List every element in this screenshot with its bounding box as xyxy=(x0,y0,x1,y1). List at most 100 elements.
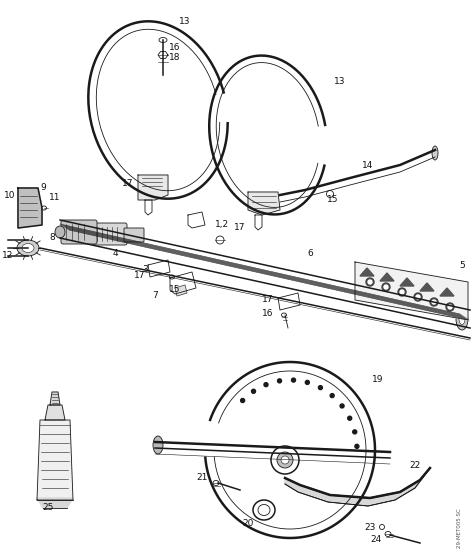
Text: 8: 8 xyxy=(49,233,55,243)
Ellipse shape xyxy=(416,295,420,299)
Text: 13: 13 xyxy=(334,78,346,86)
Ellipse shape xyxy=(213,480,219,485)
Polygon shape xyxy=(278,293,300,310)
Ellipse shape xyxy=(305,381,310,384)
Polygon shape xyxy=(285,468,430,506)
Text: 20: 20 xyxy=(242,519,254,527)
Text: 17: 17 xyxy=(262,295,274,305)
Ellipse shape xyxy=(366,278,374,286)
Polygon shape xyxy=(148,260,170,277)
Ellipse shape xyxy=(277,452,293,468)
Text: 15: 15 xyxy=(327,196,339,204)
Polygon shape xyxy=(355,262,468,320)
Ellipse shape xyxy=(432,146,438,160)
Text: 19: 19 xyxy=(372,376,384,384)
Ellipse shape xyxy=(253,500,275,520)
Text: 5: 5 xyxy=(459,260,465,269)
Text: 17: 17 xyxy=(234,223,246,232)
Ellipse shape xyxy=(319,386,322,389)
Ellipse shape xyxy=(292,378,295,382)
Ellipse shape xyxy=(459,314,465,325)
Text: 6: 6 xyxy=(307,249,313,258)
Polygon shape xyxy=(37,498,73,508)
Polygon shape xyxy=(420,283,434,291)
Ellipse shape xyxy=(446,303,454,311)
Text: 13: 13 xyxy=(179,18,191,27)
Text: 9: 9 xyxy=(40,183,46,192)
Polygon shape xyxy=(170,272,196,294)
Ellipse shape xyxy=(340,404,344,408)
Text: 4: 4 xyxy=(112,249,118,258)
Ellipse shape xyxy=(17,240,39,256)
Text: 3: 3 xyxy=(142,265,148,274)
Ellipse shape xyxy=(42,206,46,210)
Ellipse shape xyxy=(382,283,390,291)
Ellipse shape xyxy=(271,446,299,474)
Text: 12: 12 xyxy=(2,250,14,259)
Text: 23: 23 xyxy=(365,522,376,531)
Ellipse shape xyxy=(430,298,438,306)
Ellipse shape xyxy=(348,416,352,420)
FancyBboxPatch shape xyxy=(124,228,144,242)
Ellipse shape xyxy=(216,236,224,244)
Polygon shape xyxy=(45,405,65,420)
Ellipse shape xyxy=(368,280,372,284)
Text: 1,2: 1,2 xyxy=(215,220,229,229)
Polygon shape xyxy=(380,273,394,281)
Ellipse shape xyxy=(258,505,270,516)
Ellipse shape xyxy=(385,531,391,536)
Polygon shape xyxy=(188,212,205,228)
Polygon shape xyxy=(50,392,60,405)
Ellipse shape xyxy=(398,288,406,296)
Polygon shape xyxy=(360,268,374,276)
Ellipse shape xyxy=(170,275,174,279)
Ellipse shape xyxy=(327,191,334,197)
Polygon shape xyxy=(400,278,414,286)
Ellipse shape xyxy=(241,398,245,403)
Text: 25: 25 xyxy=(42,504,54,512)
Ellipse shape xyxy=(330,393,334,398)
Ellipse shape xyxy=(55,226,65,238)
Polygon shape xyxy=(138,175,168,200)
Polygon shape xyxy=(440,288,454,296)
Ellipse shape xyxy=(282,313,286,317)
Text: 18: 18 xyxy=(169,54,181,63)
Ellipse shape xyxy=(355,444,359,448)
Ellipse shape xyxy=(22,244,34,253)
Text: 21: 21 xyxy=(196,473,208,481)
Polygon shape xyxy=(175,285,187,296)
Ellipse shape xyxy=(400,290,404,294)
Ellipse shape xyxy=(456,308,468,330)
Ellipse shape xyxy=(277,379,282,383)
Ellipse shape xyxy=(264,383,268,387)
Ellipse shape xyxy=(432,300,436,304)
Polygon shape xyxy=(255,215,262,230)
Text: 22: 22 xyxy=(410,460,420,469)
Text: 7: 7 xyxy=(152,290,158,300)
Ellipse shape xyxy=(384,285,388,289)
FancyBboxPatch shape xyxy=(93,223,127,245)
Polygon shape xyxy=(145,200,152,215)
Text: 29-MET005 SC: 29-MET005 SC xyxy=(457,508,462,548)
Text: 11: 11 xyxy=(49,193,61,203)
Ellipse shape xyxy=(380,525,384,530)
Ellipse shape xyxy=(281,456,289,464)
Text: 17: 17 xyxy=(122,178,134,187)
Ellipse shape xyxy=(353,430,357,434)
Ellipse shape xyxy=(153,436,163,454)
Text: 10: 10 xyxy=(4,191,16,199)
Ellipse shape xyxy=(448,305,452,309)
Text: 16: 16 xyxy=(262,309,274,317)
Ellipse shape xyxy=(252,389,255,393)
Ellipse shape xyxy=(159,38,167,43)
Text: 16: 16 xyxy=(169,43,181,52)
Text: 15: 15 xyxy=(169,285,181,295)
Polygon shape xyxy=(37,420,73,500)
Text: 17: 17 xyxy=(134,270,146,280)
Polygon shape xyxy=(248,192,280,215)
Polygon shape xyxy=(18,188,42,228)
FancyBboxPatch shape xyxy=(61,220,97,244)
Text: 14: 14 xyxy=(362,161,374,170)
Ellipse shape xyxy=(414,293,422,301)
Text: 24: 24 xyxy=(370,536,382,545)
